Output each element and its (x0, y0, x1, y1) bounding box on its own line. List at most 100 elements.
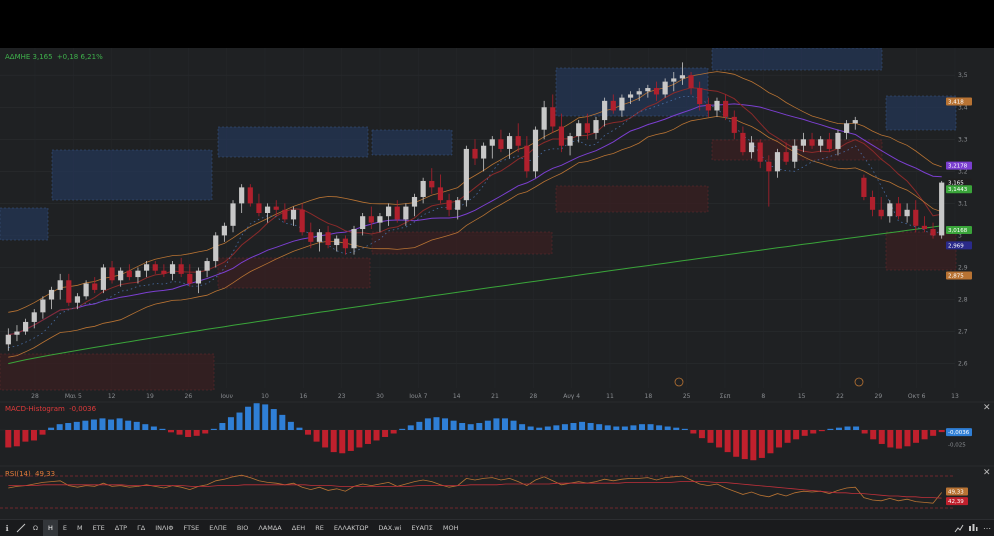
macd-bar (776, 430, 783, 448)
candle-body (411, 196, 418, 207)
macd-bar (39, 430, 46, 435)
x-tick-label: 28 (530, 393, 538, 400)
symbol-tab[interactable]: ΕΛΠΕ (209, 524, 227, 532)
x-tick-label: 26 (185, 393, 193, 400)
candle-body (558, 126, 565, 146)
x-tick-label: Μαι 5 (65, 393, 82, 400)
chart-svg[interactable]: 3,5 3,4 3,3 3,2 3,1 3 2,9 2,8 2,7 2,6 28 Μαι 5 12 19 2… (0, 48, 994, 519)
symbol-tab[interactable]: ΛΑΜΔΑ (258, 524, 282, 532)
candle-body (83, 283, 89, 297)
candle-body (619, 97, 625, 111)
candle-body (282, 209, 288, 220)
price-marker-bg (946, 97, 972, 106)
chart-area[interactable]: 3,5 3,4 3,3 3,2 3,1 3 2,9 2,8 2,7 2,6 28 Μαι 5 12 19 2… (0, 48, 994, 535)
symbol-tab[interactable]: RE (315, 524, 324, 532)
macd-close-icon[interactable]: ✕ (983, 403, 991, 413)
price-zone (885, 95, 957, 131)
macd-bar (167, 430, 174, 433)
symbol-tab[interactable]: FTSE (183, 524, 200, 532)
candle-body (723, 100, 729, 117)
macd-bar (904, 430, 911, 447)
x-tick-label: 12 (108, 393, 116, 400)
macd-bar (570, 423, 577, 430)
rsi-close-icon[interactable]: ✕ (983, 468, 991, 478)
symbol-tab[interactable]: ΕΥΑΠΣ (411, 524, 433, 532)
price-zone (371, 231, 553, 255)
price-marker-label: 3,418 (948, 99, 964, 105)
macd-bar (5, 430, 12, 448)
candles-chart-icon[interactable] (966, 520, 980, 536)
symbol-tab[interactable]: ΕΤΕ (92, 524, 105, 532)
symbol-tab[interactable]: ΓΔ (137, 524, 146, 532)
candle-body (57, 280, 63, 290)
info-icon[interactable]: ℹ (5, 523, 9, 533)
macd-bar (835, 427, 842, 430)
candle-body (368, 216, 374, 223)
rsi-tick-label: 49,33 (948, 490, 964, 496)
symbol-tab[interactable]: Ε (62, 524, 67, 532)
x-tick-label: 25 (683, 393, 691, 400)
macd-bar (287, 421, 294, 430)
settings-icon[interactable]: ⋯ (983, 523, 991, 533)
draw-line-icon[interactable] (14, 520, 28, 536)
symbol-tab[interactable]: ΜΟΗ (442, 524, 459, 532)
x-tick-label: 22 (836, 393, 844, 400)
symbol-tab[interactable]: ΙΝΛΙΦ (155, 524, 174, 532)
candle-body (152, 264, 158, 271)
macd-bar (459, 423, 466, 430)
candle-body (213, 235, 219, 262)
symbol-tab[interactable]: Μ (76, 524, 83, 532)
candle-body (325, 232, 331, 246)
macd-bar (142, 424, 149, 430)
price-marker: 3,418 (946, 97, 972, 106)
bollinger-upper-line (8, 71, 942, 313)
candle-body (256, 203, 262, 213)
symbol-tab[interactable]: DAX.wi (378, 524, 402, 532)
price-marker: 3,1443 (946, 185, 972, 194)
macd-bar (938, 430, 945, 433)
macd-bar (390, 430, 397, 434)
macd-bar (767, 430, 774, 454)
symbol-tab[interactable]: ΔΕΗ (291, 524, 306, 532)
rsi-line (8, 474, 943, 504)
symbol-tab[interactable]: ΔΤΡ (114, 524, 128, 532)
macd-bar (253, 403, 260, 430)
candle-body (766, 161, 772, 172)
candle-body (455, 200, 461, 210)
candle-body (895, 203, 902, 217)
y-tick-label: 2,7 (958, 329, 968, 336)
macd-bar (844, 426, 851, 430)
candle-body (74, 296, 81, 303)
candle-body (861, 177, 867, 197)
x-tick-label: Ιουλ 7 (409, 393, 427, 400)
candle-body (342, 238, 348, 249)
macd-bar (442, 418, 449, 430)
macd-bar (176, 430, 183, 435)
candle-body (169, 264, 176, 274)
ema-200-line (8, 225, 942, 365)
symbol-title: ΑΔΜΗΕ 3,165 +0,18 6,21% (5, 53, 103, 61)
price-marker-label: 3,2178 (948, 164, 968, 170)
symbol-tab[interactable]: ΒΙΟ (236, 524, 249, 532)
x-tick-label: Αυγ 4 (563, 393, 580, 400)
symbol-tab[interactable]: ΕΛΛΑΚΤΩΡ (333, 524, 369, 532)
price-marker-bg (946, 178, 972, 187)
macd-bar (527, 426, 534, 430)
candle-body (239, 187, 245, 204)
macd-bar (133, 421, 140, 430)
macd-bar (424, 418, 431, 430)
candle-body (887, 203, 893, 217)
candle-body (809, 139, 815, 146)
price-zone (371, 129, 453, 156)
candle-body (524, 145, 530, 172)
price-marker-bg (946, 161, 972, 170)
macd-bar (116, 418, 123, 430)
candle-body (550, 107, 556, 127)
candle-body (429, 180, 435, 188)
symbol-tab[interactable]: Ω (33, 524, 38, 532)
macd-bar (202, 430, 209, 434)
trend-chart-icon[interactable] (952, 520, 966, 536)
symbol-tab[interactable]: Η (42, 520, 58, 536)
candle-body (645, 88, 651, 92)
x-tick-label: 18 (645, 393, 653, 400)
